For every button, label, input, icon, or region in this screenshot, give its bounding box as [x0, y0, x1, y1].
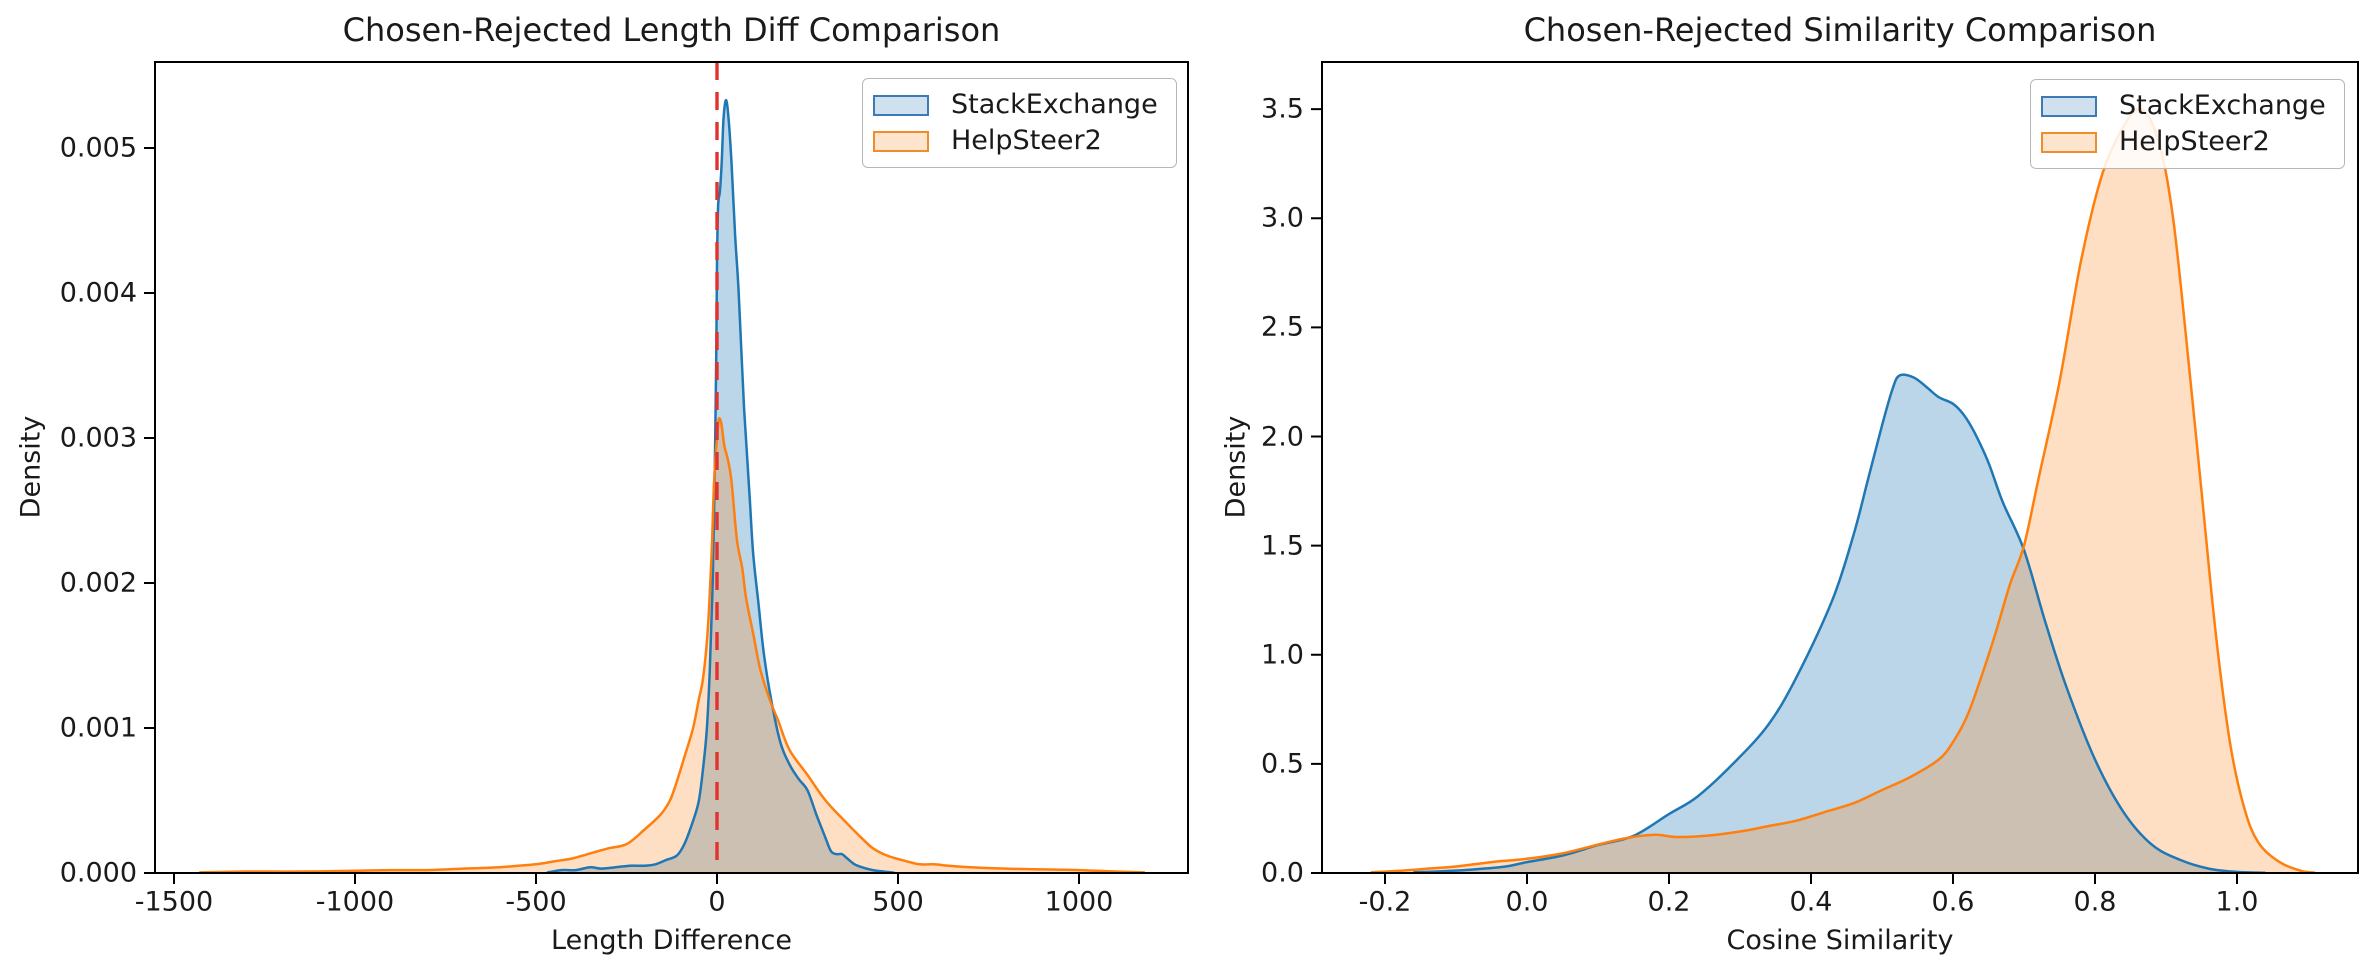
kde-fill-helpsteer2	[1370, 108, 2316, 873]
legend-patch-blue	[2041, 95, 2097, 117]
right-plot-xlabel: Cosine Similarity	[1726, 925, 1954, 956]
legend-label-stackexchange: StackExchange	[951, 89, 1158, 120]
axes-spines	[154, 61, 1189, 874]
right-plot-title: Chosen-Rejected Similarity Comparison	[1523, 11, 2157, 49]
legend-patch-orange	[2041, 131, 2097, 153]
y-tick-label: 0.004	[59, 277, 137, 309]
legend-row-helpsteer2: HelpSteer2	[873, 127, 1176, 155]
y-tick-label: 2.5	[1261, 311, 1304, 343]
legend-label-helpsteer2: HelpSteer2	[2119, 126, 2270, 157]
kde-fill-stackexchange	[1413, 374, 2266, 873]
legend-label-helpsteer2: HelpSteer2	[951, 125, 1102, 156]
legend-row-helpsteer2: HelpSteer2	[2041, 128, 2344, 156]
y-tick-label: 3.0	[1261, 202, 1304, 234]
kde-line-helpsteer2	[199, 416, 1145, 874]
y-tick-label: 0.0	[1261, 857, 1304, 889]
legend-row-stackexchange: StackExchange	[873, 91, 1176, 119]
x-tick-label: 0.0	[1505, 886, 1549, 918]
x-tick-label: -1000	[315, 886, 395, 918]
x-tick-label: -500	[505, 886, 567, 918]
y-tick-label: 0.005	[59, 132, 137, 164]
y-tick-label: 0.000	[59, 857, 137, 889]
y-tick-label: 0.5	[1261, 748, 1304, 780]
kde-fill-helpsteer2	[199, 418, 1145, 873]
legend-label-stackexchange: StackExchange	[2119, 90, 2326, 121]
y-tick-label: 0.001	[59, 712, 137, 744]
right-plot-ylabel: Density	[1220, 415, 1252, 519]
right-plot-legend: StackExchange HelpSteer2	[2030, 79, 2345, 169]
left-plot-xlabel: Length Difference	[551, 925, 792, 956]
y-tick-label: 1.5	[1261, 530, 1304, 562]
x-tick-label: 1.0	[2215, 886, 2259, 918]
x-tick-label: 0.4	[1789, 886, 1833, 918]
x-tick-label: -1500	[134, 886, 214, 918]
kde-line-helpsteer2	[1370, 107, 2316, 874]
x-tick-label: -0.2	[1358, 886, 1412, 918]
legend-row-stackexchange: StackExchange	[2041, 92, 2344, 120]
x-tick-label: 0.6	[1931, 886, 1975, 918]
y-tick-label: 3.5	[1261, 93, 1304, 125]
left-plot-title: Chosen-Rejected Length Diff Comparison	[342, 11, 1001, 49]
kde-line-stackexchange	[546, 98, 895, 874]
x-tick-label: 0	[708, 886, 726, 918]
y-tick-label: 1.0	[1261, 639, 1304, 671]
x-tick-label: 1000	[1044, 886, 1114, 918]
y-tick-label: 0.002	[59, 567, 137, 599]
left-plot-ylabel: Density	[15, 415, 47, 519]
x-tick-label: 0.8	[2073, 886, 2117, 918]
left-plot-legend: StackExchange HelpSteer2	[862, 78, 1177, 168]
axes-spines	[1321, 61, 2359, 874]
kde-fill-stackexchange	[546, 100, 895, 874]
y-tick-label: 0.003	[59, 422, 137, 454]
legend-patch-orange	[873, 130, 929, 152]
y-tick-label: 2.0	[1261, 421, 1304, 452]
x-tick-label: 500	[872, 886, 924, 918]
x-tick-label: 0.2	[1647, 886, 1691, 918]
legend-patch-blue	[873, 94, 929, 116]
